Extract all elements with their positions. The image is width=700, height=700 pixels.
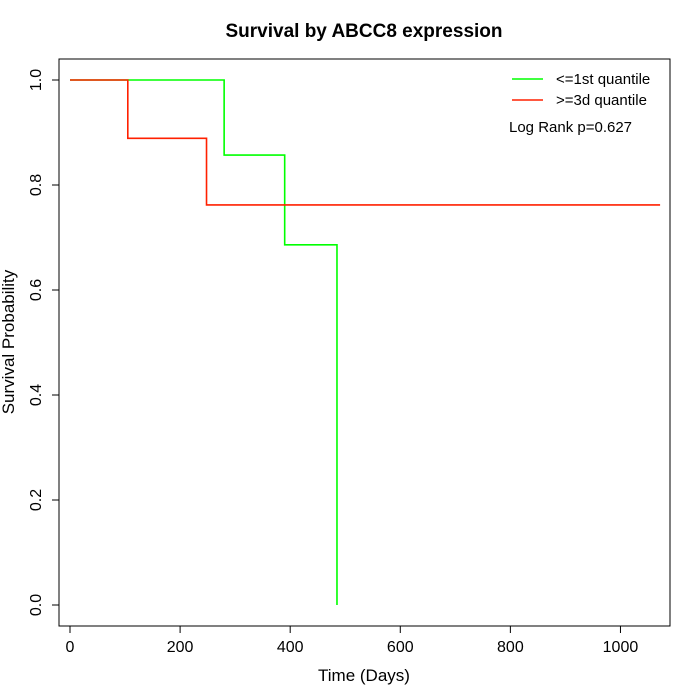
y-tick-label: 0.2: [28, 489, 45, 511]
series-layer: [70, 79, 661, 605]
y-axis: 0.0 0.2 0.4 0.6 0.8 1.0: [28, 69, 60, 616]
y-tick-label: 0.8: [28, 174, 45, 196]
series-line-1: [70, 79, 661, 206]
x-tick-label: 600: [387, 639, 414, 656]
y-tick-label: 1.0: [28, 69, 45, 91]
legend-label: >=3d quantile: [556, 92, 647, 109]
y-tick-label: 0.0: [28, 594, 45, 616]
x-tick-label: 400: [277, 639, 304, 656]
x-tick-label: 1000: [603, 639, 639, 656]
y-axis-label: Survival Probability: [0, 269, 18, 414]
legend: <=1st quantile >=3d quantile: [512, 71, 650, 109]
x-tick-label: 200: [167, 639, 194, 656]
log-rank-annotation: Log Rank p=0.627: [509, 119, 632, 136]
series-line-0: [70, 79, 338, 605]
plot-frame: [58, 58, 671, 627]
chart-title: Survival by ABCC8 expression: [225, 21, 502, 42]
y-tick-label: 0.4: [28, 384, 45, 406]
x-axis: 0 200 400 600 800 1000: [66, 625, 639, 656]
legend-label: <=1st quantile: [556, 71, 650, 88]
y-tick-label: 0.6: [28, 279, 45, 301]
x-tick-label: 800: [497, 639, 524, 656]
x-tick-label: 0: [66, 639, 75, 656]
x-axis-label: Time (Days): [318, 666, 410, 685]
